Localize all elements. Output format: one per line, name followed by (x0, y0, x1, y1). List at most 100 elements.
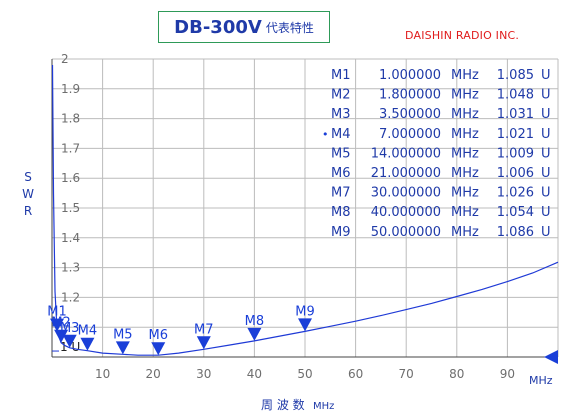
marker-table-swr: 1.021 (497, 127, 534, 142)
marker-m1-label: M1 (47, 305, 67, 320)
marker-table-swr: 1.006 (497, 166, 534, 181)
y-tick-labels: 1.2 1.3 1.4 1.5 1.6 1.7 1.8 1.9 2 (61, 52, 80, 304)
marker-table-swr-unit: U (541, 146, 551, 161)
marker-table-unit: MHz (451, 205, 479, 220)
marker-m2-icon (54, 329, 69, 343)
marker-m9-label: M9 (295, 304, 315, 319)
title-box: DB-300V 代表特性 (158, 11, 330, 43)
marker-table-name: M2 (331, 88, 351, 103)
x-tick-label: 20 (146, 367, 161, 381)
marker-table-freq: 1.800000 (379, 88, 441, 103)
marker-m3-label: M3 (60, 321, 80, 336)
x-tick-unit: MHz (529, 374, 553, 387)
marker-m5-icon (115, 341, 130, 355)
marker-table-row: M9 50.000000 MHz 1.086 U (331, 225, 551, 240)
company-name: DAISHIN RADIO INC. (405, 29, 520, 42)
active-marker-dot-icon: • (322, 128, 329, 141)
x-tick-label: 80 (449, 367, 464, 381)
x-tick-label: 40 (247, 367, 262, 381)
x-tick-label: 30 (196, 367, 211, 381)
y-tick-label: 2 (61, 52, 69, 66)
marker-table-unit: MHz (451, 166, 479, 181)
x-axis-label-unit: MHz (313, 401, 334, 412)
marker-table-row: M8 40.000000 MHz 1.054 U (331, 205, 551, 220)
marker-table-row: M2 1.800000 MHz 1.048 U (331, 88, 551, 103)
marker-table-swr: 1.054 (497, 205, 534, 220)
x-axis-label: 周 波 数 (261, 397, 305, 412)
marker-table-name: M1 (331, 68, 351, 83)
y-tick-label: 1.9 (61, 82, 80, 96)
y-tick-label: 1.8 (61, 112, 80, 126)
marker-table-swr-unit: U (541, 166, 551, 181)
x-tick-label: 70 (399, 367, 414, 381)
marker-table-swr-unit: U (541, 127, 551, 142)
marker-table-swr-unit: U (541, 225, 551, 240)
marker-table-swr: 1.031 (497, 107, 534, 122)
marker-table-swr-unit: U (541, 186, 551, 201)
x-tick-label: 50 (297, 367, 312, 381)
grid (52, 58, 559, 357)
marker-m6-label: M6 (149, 328, 169, 343)
y-axis-label-char: S (24, 170, 32, 184)
marker-table-freq: 3.500000 (379, 107, 441, 122)
marker-table-name: M8 (331, 205, 351, 220)
swr-curve (51, 64, 559, 356)
marker-table-row: M1 1.000000 MHz 1.085 U (331, 68, 551, 83)
marker-table-swr: 1.086 (497, 225, 534, 240)
marker-table-row: • M4 7.000000 MHz 1.021 U (322, 127, 551, 142)
chart-title: DB-300V (174, 16, 262, 38)
marker-m5-label: M5 (113, 327, 133, 342)
marker-table-freq: 1.000000 (379, 68, 441, 83)
y-tick-label: 1.7 (61, 141, 80, 155)
y-axis-label-char: R (24, 204, 32, 218)
marker-table-name: M7 (331, 186, 351, 201)
marker-table-unit: MHz (451, 88, 479, 103)
marker-table-row: M5 14.000000 MHz 1.009 U (331, 146, 551, 161)
marker-table-freq: 21.000000 (371, 166, 441, 181)
marker-table-freq: 50.000000 (371, 225, 441, 240)
marker-table-row: M6 21.000000 MHz 1.006 U (331, 166, 551, 181)
y-tick-label: 1.4 (61, 231, 80, 245)
marker-table-row: M7 30.000000 MHz 1.026 U (331, 186, 551, 201)
y-tick-label: 1.6 (61, 171, 80, 185)
marker-m1-icon (50, 318, 65, 332)
marker-table-unit: MHz (451, 146, 479, 161)
marker-table-swr: 1.009 (497, 146, 534, 161)
reference-triangle-icon (544, 350, 558, 364)
marker-m4-icon (80, 337, 95, 351)
marker-table-unit: MHz (451, 107, 479, 122)
marker-table-name: M9 (331, 225, 351, 240)
marker-m7-label: M7 (194, 322, 214, 337)
marker-table-swr-unit: U (541, 107, 551, 122)
marker-table-unit: MHz (451, 68, 479, 83)
marker-table-name: M3 (331, 107, 351, 122)
marker-table-swr-unit: U (541, 68, 551, 83)
marker-table-row: M3 3.500000 MHz 1.031 U (331, 107, 551, 122)
marker-table-freq: 30.000000 (371, 186, 441, 201)
marker-table-swr-unit: U (541, 205, 551, 220)
marker-m9-icon (298, 318, 312, 332)
y-axis-label-char: W (22, 187, 34, 201)
marker-table-unit: MHz (451, 127, 479, 142)
marker-table-name: M4 (331, 127, 351, 142)
marker-table-freq: 14.000000 (371, 146, 441, 161)
marker-table-swr: 1.085 (497, 68, 534, 83)
marker-m7-icon (196, 336, 211, 350)
x-tick-label: 90 (500, 367, 515, 381)
marker-m8-label: M8 (245, 314, 265, 329)
marker-table-freq: 40.000000 (371, 205, 441, 220)
x-tick-label: 60 (348, 367, 363, 381)
marker-m3-icon (62, 334, 77, 348)
x-tick-label: 10 (95, 367, 110, 381)
chart-subtitle: 代表特性 (265, 20, 314, 35)
marker-table-swr: 1.048 (497, 88, 534, 103)
marker-m6-icon (151, 342, 166, 356)
marker-table-name: M5 (331, 146, 351, 161)
marker-table-unit: MHz (451, 186, 479, 201)
y-tick-label: 1.3 (61, 261, 80, 275)
y-tick-label: 1.2 (61, 290, 80, 304)
marker-m4-label: M4 (78, 324, 98, 339)
